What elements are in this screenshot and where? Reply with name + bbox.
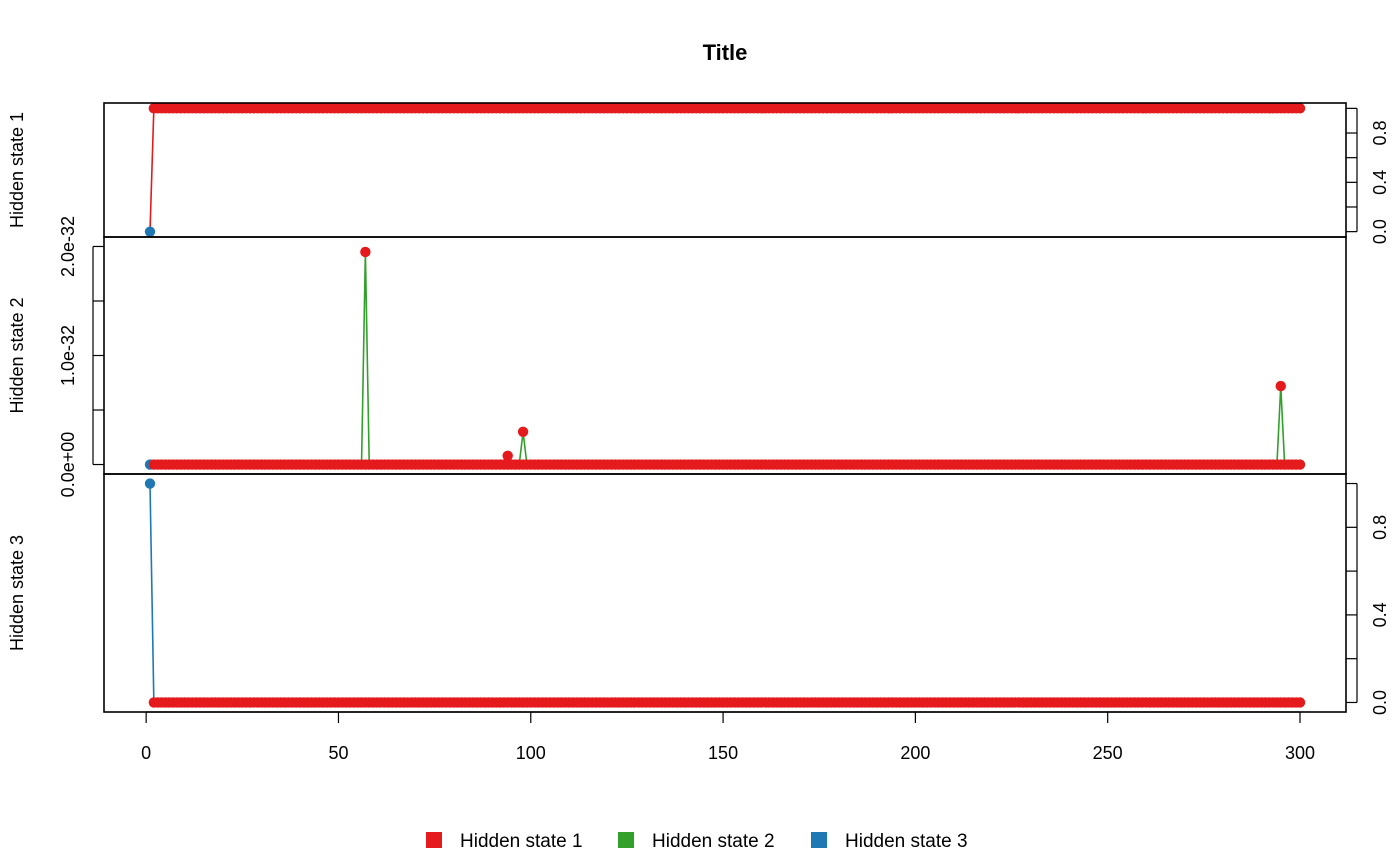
y-tick-label: 0.0e+00 bbox=[58, 432, 78, 498]
series-line-hidden-state-3 bbox=[149, 483, 1300, 704]
x-tick-label: 50 bbox=[328, 743, 348, 763]
data-point bbox=[1275, 380, 1286, 392]
legend-label: Hidden state 2 bbox=[652, 831, 775, 852]
x-tick-label: 0 bbox=[141, 743, 151, 763]
data-point bbox=[1294, 459, 1306, 470]
x-tick-label: 150 bbox=[708, 743, 738, 763]
series-line-hidden-state-2 bbox=[150, 251, 1300, 466]
x-axis: 0 50 100 150 200 250 300 bbox=[141, 711, 1315, 763]
panel-frame bbox=[103, 102, 1347, 238]
y-tick-label: 0.8 bbox=[1370, 121, 1390, 146]
legend-swatch bbox=[618, 832, 634, 848]
data-point bbox=[1294, 697, 1306, 708]
y-tick-label: 0.8 bbox=[1370, 515, 1390, 540]
legend-swatch bbox=[811, 832, 827, 848]
x-tick-label: 200 bbox=[900, 743, 930, 763]
data-point bbox=[360, 246, 371, 258]
y-tick-label: 0.4 bbox=[1370, 602, 1390, 627]
panels: 0.0 0.4 0.8 Hidden state 1 0.0e+00 1.0e-32 2.0… bbox=[7, 102, 1390, 715]
y-axis-label: Hidden state 3 bbox=[7, 535, 27, 651]
legend-label: Hidden state 3 bbox=[845, 831, 968, 852]
panel-frame bbox=[103, 236, 1347, 475]
x-tick-label: 300 bbox=[1285, 743, 1315, 763]
y-axis-label: Hidden state 1 bbox=[7, 112, 27, 228]
legend-swatch bbox=[426, 832, 442, 848]
data-point bbox=[517, 426, 529, 438]
y-tick-label: 0.4 bbox=[1370, 170, 1390, 195]
series-line-hidden-state-1 bbox=[149, 107, 1300, 232]
panel-frame bbox=[103, 473, 1347, 713]
x-tick-label: 250 bbox=[1093, 743, 1123, 763]
y-tick-label: 0.0 bbox=[1370, 690, 1390, 715]
legend-label: Hidden state 1 bbox=[460, 831, 583, 852]
chart-title: Title bbox=[703, 40, 748, 65]
panel-2: 0.0e+00 1.0e-32 2.0e-32 Hidden state 2 bbox=[7, 216, 1347, 498]
data-point bbox=[144, 226, 156, 237]
panel-3: 0.0 0.4 0.8 Hidden state 3 bbox=[7, 473, 1390, 715]
data-point bbox=[502, 450, 513, 461]
y-tick-label: 1.0e-32 bbox=[58, 325, 78, 386]
data-point bbox=[144, 478, 156, 489]
x-tick-label: 100 bbox=[516, 743, 546, 763]
data-point bbox=[1294, 103, 1306, 114]
y-axis-label: Hidden state 2 bbox=[7, 297, 27, 413]
y-tick-label: 2.0e-32 bbox=[58, 216, 78, 277]
panel-1: 0.0 0.4 0.8 Hidden state 1 bbox=[7, 102, 1390, 244]
legend: Hidden state 1 Hidden state 2 Hidden state… bbox=[426, 831, 968, 852]
y-tick-label: 0.0 bbox=[1370, 219, 1390, 244]
